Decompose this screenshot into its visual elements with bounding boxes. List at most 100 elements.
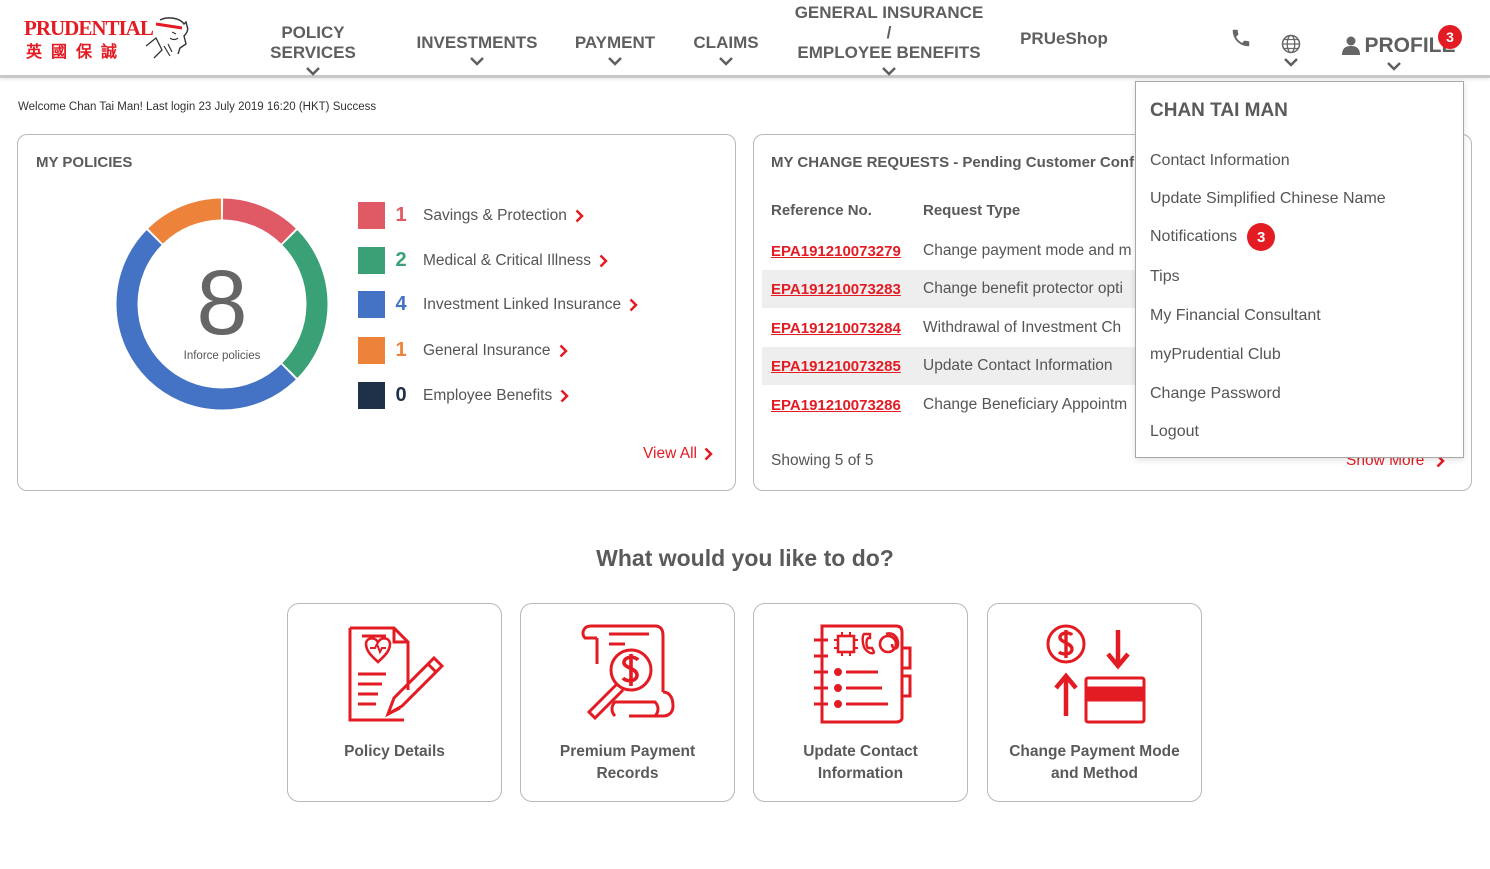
chevron-down-icon bbox=[1284, 57, 1298, 67]
donut-segment bbox=[116, 230, 296, 410]
menu-item-label: myPrudential Club bbox=[1150, 346, 1281, 363]
reference-link[interactable]: EPA191210073283 bbox=[771, 280, 901, 298]
prudential-logo[interactable]: PRUDENTIAL 英國保誠 bbox=[24, 16, 194, 62]
language-selector[interactable] bbox=[1276, 0, 1306, 78]
action-label: Policy Details bbox=[344, 743, 445, 760]
menu-item-change-password[interactable]: Change Password bbox=[1150, 385, 1281, 403]
donut-segments bbox=[116, 198, 328, 410]
nav-label-line1: GENERAL INSURANCE / bbox=[794, 2, 984, 42]
category-label: Employee Benefits bbox=[423, 386, 553, 404]
nav-investments[interactable]: INVESTMENTS bbox=[414, 0, 540, 78]
menu-item-financial-consultant[interactable]: My Financial Consultant bbox=[1150, 307, 1321, 325]
action-label: Change Payment Mode and Method bbox=[1009, 743, 1180, 782]
policy-document-icon bbox=[348, 626, 444, 722]
chevron-right-icon bbox=[629, 298, 638, 311]
table-row: EPA191210073284 Withdrawal of Investment… bbox=[762, 309, 1142, 347]
table-row: EPA191210073279 Change payment mode and … bbox=[762, 232, 1142, 270]
action-premium-payment-records[interactable]: Premium Payment Records bbox=[520, 603, 735, 802]
phone-icon[interactable] bbox=[1230, 27, 1252, 49]
nav-general-insurance[interactable]: GENERAL INSURANCE / EMPLOYEE BENEFITS bbox=[790, 0, 988, 78]
menu-item-label: Logout bbox=[1150, 423, 1199, 440]
category-swatch bbox=[358, 337, 385, 364]
policies-donut-chart: 8 Inforce policies bbox=[116, 198, 328, 410]
reference-link[interactable]: EPA191210073284 bbox=[771, 319, 901, 337]
chevron-right-icon bbox=[704, 447, 713, 461]
table-row: EPA191210073283 Change benefit protector… bbox=[762, 270, 1142, 308]
notification-badge: 3 bbox=[1438, 25, 1462, 49]
action-policy-details[interactable]: Policy Details bbox=[287, 603, 502, 802]
request-type: Withdrawal of Investment Ch bbox=[923, 319, 1122, 336]
menu-item-label: Change Password bbox=[1150, 385, 1281, 402]
request-type: Change benefit protector opti bbox=[923, 280, 1123, 297]
view-all-label: View All bbox=[643, 445, 697, 462]
category-count: 1 bbox=[395, 339, 407, 361]
menu-item-tips[interactable]: Tips bbox=[1150, 268, 1180, 286]
chevron-right-icon bbox=[560, 389, 570, 402]
col-reference-header: Reference No. bbox=[771, 202, 872, 219]
profile-menu-toggle[interactable]: PROFILE 3 bbox=[1332, 0, 1466, 78]
menu-item-update-chinese-name[interactable]: Update Simplified Chinese Name bbox=[1150, 190, 1386, 208]
action-change-payment-mode[interactable]: Change Payment Mode and Method bbox=[987, 603, 1202, 802]
menu-item-label: Notifications bbox=[1150, 228, 1238, 245]
category-swatch bbox=[358, 247, 385, 274]
policy-category-general[interactable]: 1 General Insurance bbox=[358, 337, 568, 364]
action-label: Update Contact Information bbox=[803, 743, 918, 782]
category-count: 0 bbox=[395, 384, 407, 406]
category-label: Investment Linked Insurance bbox=[423, 295, 622, 313]
request-type: Change Beneficiary Appointm bbox=[923, 396, 1128, 413]
menu-item-logout[interactable]: Logout bbox=[1150, 423, 1199, 441]
change-requests-title: MY CHANGE REQUESTS - Pending Customer Co… bbox=[771, 154, 1135, 171]
reference-link[interactable]: EPA191210073285 bbox=[771, 357, 901, 375]
my-policies-title: MY POLICIES bbox=[36, 154, 133, 171]
profile-dropdown-menu: CHAN TAI MAN Contact Information Update … bbox=[1135, 81, 1464, 458]
actions-heading: What would you like to do? bbox=[596, 545, 894, 571]
category-count: 1 bbox=[395, 204, 407, 226]
profile-label: PROFILE bbox=[1364, 33, 1456, 57]
donut-segment bbox=[282, 230, 328, 378]
category-count: 2 bbox=[395, 249, 407, 271]
view-all-link[interactable]: View All bbox=[643, 445, 713, 463]
nav-payment[interactable]: PAYMENT bbox=[570, 0, 660, 78]
top-header: PRUDENTIAL 英國保誠 POLICY SERVICES INVESTME… bbox=[0, 0, 1490, 78]
welcome-message: Welcome Chan Tai Man! Last login 23 July… bbox=[18, 101, 377, 113]
category-label: Savings & Protection bbox=[423, 206, 567, 224]
policy-category-medical[interactable]: 2 Medical & Critical Illness bbox=[358, 247, 608, 274]
reference-link[interactable]: EPA191210073279 bbox=[771, 242, 901, 260]
nav-prueshop[interactable]: PRUeShop bbox=[1016, 0, 1112, 78]
logo-chinese: 英國保誠 bbox=[26, 44, 127, 61]
chevron-down-icon bbox=[882, 66, 896, 76]
reference-link[interactable]: EPA191210073286 bbox=[771, 396, 901, 414]
col-request-type-header: Request Type bbox=[923, 202, 1021, 219]
table-row: EPA191210073286 Change Beneficiary Appoi… bbox=[762, 386, 1142, 424]
policies-total-label: Inforce policies bbox=[184, 350, 261, 362]
chevron-down-icon bbox=[470, 56, 484, 66]
menu-item-label: Contact Information bbox=[1150, 152, 1290, 169]
nav-claims[interactable]: CLAIMS bbox=[690, 0, 762, 78]
policy-category-employee[interactable]: 0 Employee Benefits bbox=[358, 382, 570, 409]
request-type: Change payment mode and m bbox=[923, 242, 1132, 259]
prudence-figure-icon bbox=[145, 17, 189, 59]
user-icon bbox=[1342, 36, 1361, 55]
menu-item-myprudential-club[interactable]: myPrudential Club bbox=[1150, 346, 1281, 364]
category-label: Medical & Critical Illness bbox=[423, 251, 591, 269]
chevron-right-icon bbox=[559, 344, 568, 357]
menu-item-contact-information[interactable]: Contact Information bbox=[1150, 152, 1290, 170]
menu-item-notifications[interactable]: Notifications 3 bbox=[1150, 223, 1276, 251]
nav-policy-services[interactable]: POLICY SERVICES bbox=[240, 0, 386, 78]
policies-total: 8 bbox=[196, 252, 247, 354]
menu-item-label: Update Simplified Chinese Name bbox=[1150, 190, 1386, 207]
globe-icon bbox=[1281, 34, 1301, 53]
policy-category-savings[interactable]: 1 Savings & Protection bbox=[358, 202, 584, 229]
payment-records-icon bbox=[581, 624, 675, 721]
nav-label: INVESTMENTS bbox=[416, 32, 538, 52]
category-count: 4 bbox=[395, 293, 407, 315]
policy-category-investment[interactable]: 4 Investment Linked Insurance bbox=[358, 291, 638, 318]
action-label: Premium Payment Records bbox=[559, 743, 696, 782]
chevron-down-icon bbox=[306, 66, 320, 76]
menu-item-label: My Financial Consultant bbox=[1150, 307, 1321, 324]
chevron-down-icon bbox=[719, 56, 733, 66]
nav-label-line2: EMPLOYEE BENEFITS bbox=[797, 42, 981, 62]
category-swatch bbox=[358, 382, 385, 409]
action-update-contact-information[interactable]: Update Contact Information bbox=[753, 603, 968, 802]
nav-label: POLICY SERVICES bbox=[270, 22, 356, 62]
